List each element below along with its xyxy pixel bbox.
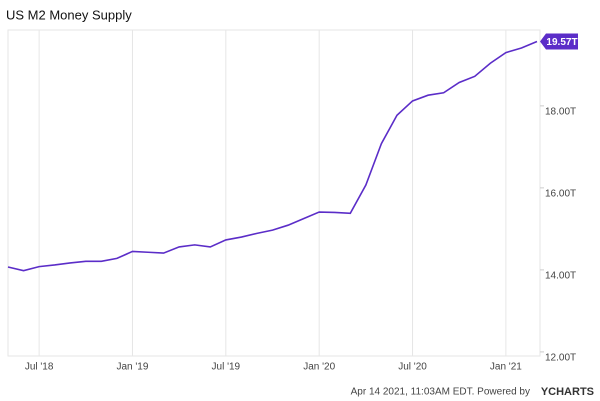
value-label-box — [540, 33, 578, 50]
plot-frame — [7, 29, 541, 357]
value-label-text: 19.57T — [546, 37, 577, 48]
x-tick-label: Jan '21 — [490, 362, 522, 373]
x-tick-label: Jul '18 — [25, 362, 54, 373]
x-tick-label: Jul '20 — [398, 362, 427, 373]
x-tick-label: Jul '19 — [212, 362, 241, 373]
y-tick-label: 16.00T — [545, 189, 576, 200]
y-tick-label: 14.00T — [545, 271, 576, 282]
x-tick-label: Jan '19 — [117, 362, 149, 373]
chart-title: US M2 Money Supply — [6, 7, 132, 22]
brand: YCHARTS — [541, 386, 594, 398]
y-tick-label: 18.00T — [545, 107, 576, 118]
y-tick-label: 12.00T — [545, 353, 576, 364]
footer: Apr 14 2021, 11:03AM EDT. Powered by — [351, 387, 530, 398]
value-label: 19.57T — [540, 33, 578, 50]
x-tick-label: Jan '20 — [303, 362, 335, 373]
line — [7, 40, 538, 272]
